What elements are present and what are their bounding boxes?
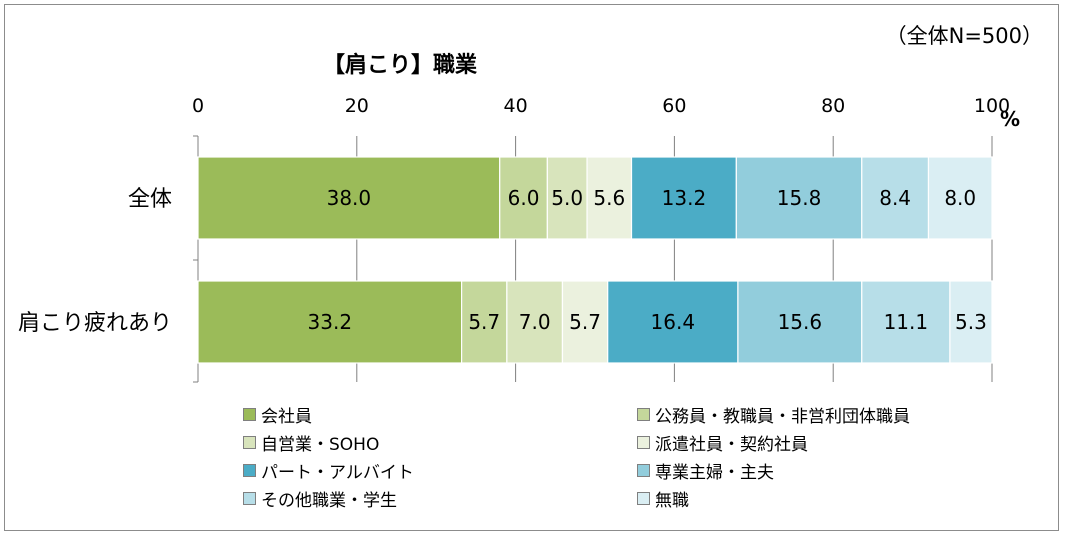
data-label: 7.0 [519, 310, 551, 334]
bar-segment [586, 156, 633, 240]
data-label: 11.1 [884, 310, 929, 334]
x-tick-label: 40 [504, 95, 528, 117]
data-label: 6.0 [508, 186, 540, 210]
data-label: 38.0 [327, 186, 372, 210]
data-label: 33.2 [308, 310, 353, 334]
bar-segment [735, 156, 863, 240]
data-label: 16.4 [651, 310, 696, 334]
bar-segment [630, 156, 737, 240]
bar-segment [499, 156, 548, 240]
sample-size-note: （全体N=500） [885, 24, 1043, 48]
data-label: 15.6 [778, 310, 823, 334]
data-label: 5.3 [955, 310, 987, 334]
data-label: 5.7 [569, 310, 601, 334]
x-tick-label: 60 [662, 95, 686, 117]
category-label: 全体 [128, 187, 172, 212]
bar-segment [927, 156, 993, 240]
chart-frame [4, 4, 1059, 531]
bar-segment [546, 156, 588, 240]
bar-segment [607, 280, 739, 364]
data-label: 5.7 [468, 310, 500, 334]
data-label: 13.2 [662, 186, 707, 210]
data-label: 5.0 [551, 186, 583, 210]
x-tick-label: 0 [192, 95, 204, 117]
unit-label: % [1000, 107, 1020, 131]
data-label: 15.8 [777, 186, 822, 210]
data-label: 5.6 [593, 186, 625, 210]
chart-title: 【肩こり】職業 [322, 53, 477, 78]
data-label: 8.4 [879, 186, 911, 210]
bar-segment [561, 280, 609, 364]
x-tick-label: 80 [821, 95, 845, 117]
x-tick-label: 20 [345, 95, 369, 117]
category-label: 肩こり疲れあり [18, 311, 172, 336]
x-tick-label: 100 [974, 95, 1010, 117]
bar-segment [197, 156, 501, 240]
data-label: 8.0 [944, 186, 976, 210]
bar-segment [949, 280, 993, 364]
bar-segment [461, 280, 508, 364]
bar-segment [861, 280, 951, 364]
bar-segment [737, 280, 863, 364]
bar-segment [861, 156, 930, 240]
